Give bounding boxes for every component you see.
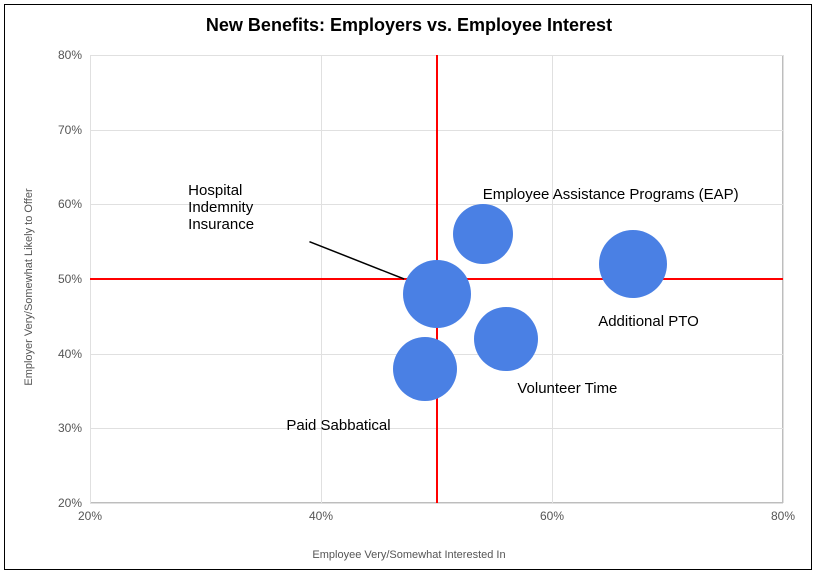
x-tick-label: 40% bbox=[309, 509, 333, 523]
label-sab: Paid Sabbatical bbox=[286, 417, 390, 434]
bubble-eap bbox=[453, 204, 513, 264]
label-pto: Additional PTO bbox=[598, 313, 699, 330]
label-hii: HospitalIndemnityInsurance bbox=[188, 182, 254, 233]
y-tick-label: 30% bbox=[58, 421, 82, 435]
chart-title: New Benefits: Employers vs. Employee Int… bbox=[5, 15, 813, 36]
label-eap: Employee Assistance Programs (EAP) bbox=[483, 186, 739, 203]
y-tick-label: 20% bbox=[58, 496, 82, 510]
bubble-hii bbox=[403, 260, 471, 328]
y-tick-label: 80% bbox=[58, 48, 82, 62]
y-tick-label: 60% bbox=[58, 197, 82, 211]
chart-frame: New Benefits: Employers vs. Employee Int… bbox=[4, 4, 812, 570]
y-tick-label: 70% bbox=[58, 123, 82, 137]
x-tick-label: 20% bbox=[78, 509, 102, 523]
label-vol: Volunteer Time bbox=[517, 380, 617, 397]
bubble-pto bbox=[599, 230, 667, 298]
plot-area: 20%40%60%80%20%30%40%50%60%70%80%Hospita… bbox=[90, 55, 783, 503]
gridline-horizontal bbox=[90, 503, 783, 504]
x-tick-label: 80% bbox=[771, 509, 795, 523]
x-axis-label: Employee Very/Somewhat Interested In bbox=[5, 549, 813, 561]
bubble-sab bbox=[393, 337, 457, 401]
y-tick-label: 50% bbox=[58, 272, 82, 286]
x-tick-label: 60% bbox=[540, 509, 564, 523]
y-tick-label: 40% bbox=[58, 347, 82, 361]
gridline-vertical bbox=[783, 55, 784, 503]
y-axis-label: Employer Very/Somewhat Likely to Offer bbox=[23, 188, 35, 385]
bubble-vol bbox=[474, 307, 538, 371]
